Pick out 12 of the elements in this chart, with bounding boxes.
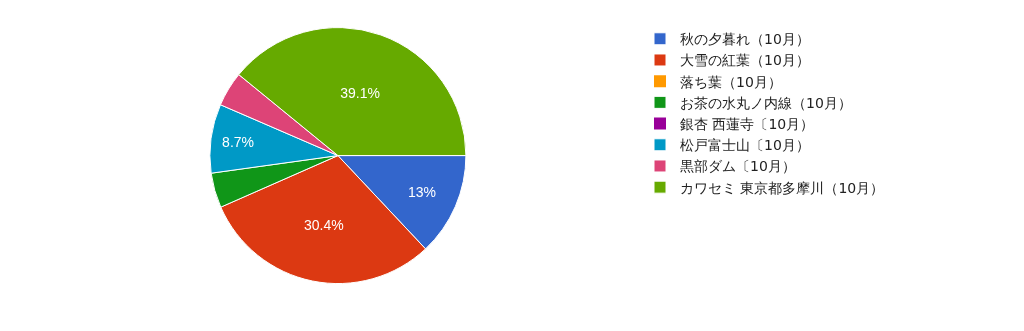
data-label: 30.4% [303,216,344,233]
legend-label: 銀杏 西蓮寺〔10月） [680,116,815,133]
legend-label: 黒部ダム〔10月） [680,158,796,175]
legend-label: 大雪の紅葉（10月） [680,52,810,69]
legend-label: お茶の水丸ノ内線（10月） [680,94,852,111]
legend-label: 松戸富士山〔10月） [680,137,810,154]
legend-label: 秋の夕暮れ（10月） [680,31,810,48]
legend-label: 落ち葉（10月） [680,73,782,90]
legend-label: カワセミ 東京都多摩川（10月） [680,179,885,196]
data-label: 8.7% [222,134,255,150]
data-label: 39.1% [340,85,380,102]
data-label: 13% [407,183,437,200]
